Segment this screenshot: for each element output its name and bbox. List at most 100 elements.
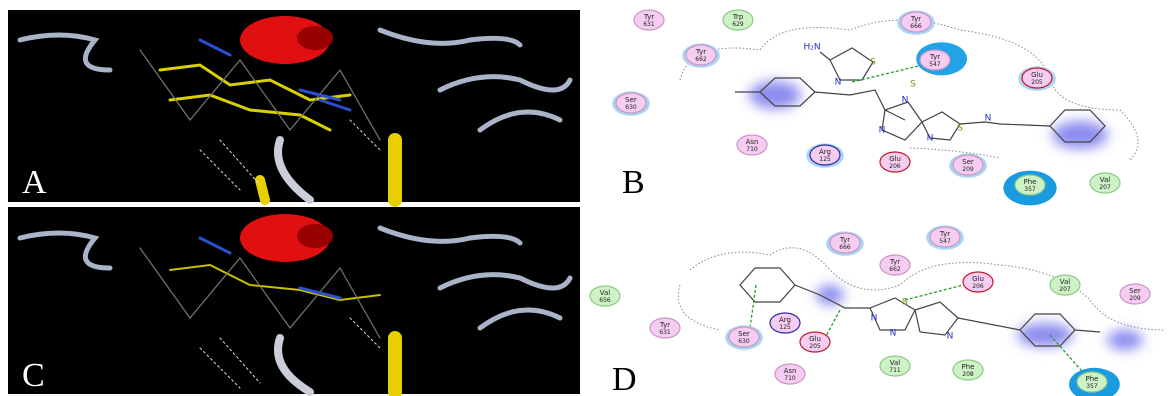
residue: Tyr662 bbox=[682, 43, 720, 67]
residue-name: Arg bbox=[779, 316, 791, 324]
residue-name: Ser bbox=[962, 158, 974, 166]
residue-name: Phe bbox=[1024, 178, 1037, 186]
residue-name: Phe bbox=[1086, 375, 1099, 383]
residue-name: Tyr bbox=[839, 236, 850, 244]
residue-name: Tyr bbox=[939, 230, 950, 238]
residue: Val207 bbox=[1050, 275, 1080, 295]
residue-number: 630 bbox=[738, 338, 750, 345]
atom-label: N bbox=[902, 96, 909, 106]
residue-name: Ser bbox=[1129, 287, 1141, 295]
residue-number: 206 bbox=[889, 163, 901, 170]
exposure bbox=[816, 285, 1143, 350]
residue-name: Arg bbox=[819, 148, 831, 156]
panel-letter: B bbox=[622, 164, 645, 201]
residue-number: 666 bbox=[910, 23, 922, 30]
residue-name: Val bbox=[890, 359, 901, 367]
residue-number: 125 bbox=[819, 156, 831, 163]
residue-number: 666 bbox=[839, 244, 851, 251]
panel-letter: A bbox=[22, 164, 47, 201]
residue-number: 630 bbox=[625, 104, 637, 111]
residue-number: 208 bbox=[962, 371, 974, 378]
atom-label: N bbox=[947, 332, 954, 342]
residue-number: 629 bbox=[732, 21, 744, 28]
body: A C bbox=[0, 0, 1171, 396]
atom-label: S bbox=[870, 58, 876, 68]
residue-name: Tyr bbox=[695, 48, 706, 56]
residues: Tyr666Tyr547Tyr662Glu206Val207Ser209Val6… bbox=[590, 225, 1150, 396]
atom-label: N bbox=[835, 78, 842, 88]
residue-name: Val bbox=[1100, 176, 1111, 184]
figure: A C bbox=[0, 0, 1171, 396]
residue-number: 125 bbox=[779, 324, 791, 331]
residue: Tyr666 bbox=[826, 231, 864, 255]
atom-label: S bbox=[902, 298, 908, 308]
panel-c: C bbox=[8, 207, 580, 394]
atom-label: N bbox=[879, 126, 886, 136]
atom-label: S bbox=[910, 80, 916, 90]
residue-number: 547 bbox=[929, 61, 941, 68]
residue-name: Asn bbox=[746, 138, 759, 146]
residue: Tyr666 bbox=[897, 10, 935, 34]
page: Docking figure {"panel_a": {"label": "A"… bbox=[0, 0, 1171, 396]
residue-number: 547 bbox=[939, 238, 951, 245]
panel-d: Tyr666Tyr547Tyr662Glu206Val207Ser209Val6… bbox=[590, 225, 1165, 396]
panel-letter: C bbox=[22, 357, 45, 394]
residue-number: 205 bbox=[1031, 79, 1043, 86]
residue: Arg125 bbox=[806, 143, 844, 167]
residue-number: 710 bbox=[784, 375, 796, 382]
residue-number: 711 bbox=[889, 367, 901, 374]
residue-name: Glu bbox=[889, 155, 901, 163]
residue-number: 662 bbox=[695, 56, 707, 63]
residue: Ser209 bbox=[1120, 284, 1150, 304]
atom-label: N bbox=[985, 114, 992, 124]
atom-label: N bbox=[890, 329, 897, 339]
residue: Tyr547 bbox=[916, 42, 967, 75]
residue-number: 656 bbox=[599, 297, 611, 304]
residue-number: 631 bbox=[659, 329, 671, 336]
residue: Glu205 bbox=[800, 332, 830, 352]
residue-number: 662 bbox=[889, 266, 901, 273]
residue-name: Glu bbox=[972, 275, 984, 283]
residue-number: 631 bbox=[643, 21, 655, 28]
residue-name: Val bbox=[1060, 278, 1071, 286]
residue-number: 207 bbox=[1059, 286, 1071, 293]
atom-label: N bbox=[927, 134, 934, 144]
residue: Tyr547 bbox=[926, 225, 964, 249]
residue-name: Asn bbox=[784, 367, 797, 375]
residue-name: Tyr bbox=[910, 15, 921, 23]
residue-name: Tyr bbox=[929, 53, 940, 61]
residue-number: 205 bbox=[809, 343, 821, 350]
residue: Asn710 bbox=[737, 135, 767, 155]
atom-label: H₂N bbox=[803, 43, 820, 53]
residue-name: Ser bbox=[625, 96, 637, 104]
residue-name: Tyr bbox=[643, 13, 654, 21]
residue: Phe357 bbox=[1069, 368, 1120, 396]
residue-name: Val bbox=[600, 289, 611, 297]
residue-number: 710 bbox=[746, 146, 758, 153]
residue-number: 207 bbox=[1099, 184, 1111, 191]
residue: Phe208 bbox=[953, 360, 983, 380]
residue-number: 206 bbox=[972, 283, 984, 290]
residue-name: Trp bbox=[732, 13, 744, 21]
residue-name: Ser bbox=[738, 330, 750, 338]
residue-number: 357 bbox=[1024, 186, 1036, 193]
atom-label: N bbox=[871, 314, 878, 324]
residue-number: 209 bbox=[1129, 295, 1141, 302]
residue-name: Tyr bbox=[889, 258, 900, 266]
atom-label: S bbox=[957, 124, 963, 134]
residue-number: 209 bbox=[962, 166, 974, 173]
